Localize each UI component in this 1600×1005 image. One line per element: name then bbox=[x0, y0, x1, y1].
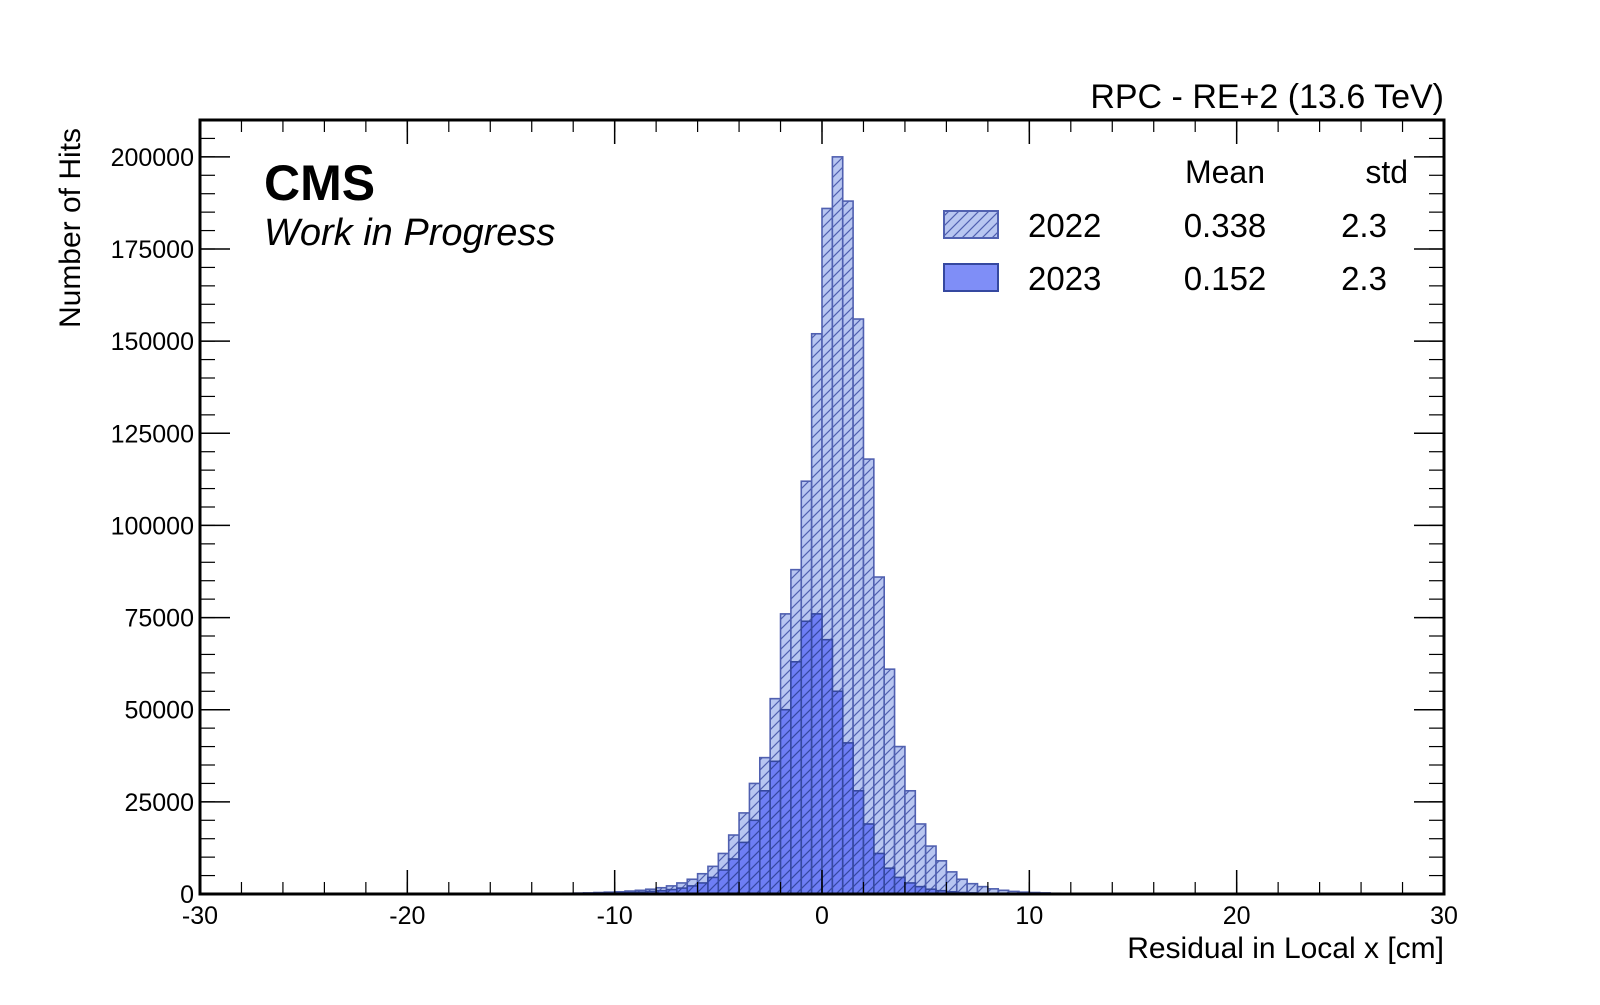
legend: Mean std 2022 0.338 2.3 2023 0.152 2.3 bbox=[944, 154, 1408, 297]
bar-hatch-2022-30 bbox=[874, 577, 884, 894]
bar-hatch-2023-29 bbox=[863, 824, 873, 894]
series-2023 bbox=[563, 614, 1102, 894]
y-tick-label: 25000 bbox=[124, 789, 194, 817]
bar-hatch-2022-32 bbox=[895, 747, 905, 894]
bar-hatch-2023-22 bbox=[791, 662, 801, 894]
bar-hatch-2023-16 bbox=[729, 859, 739, 894]
y-tick-label: 0 bbox=[180, 881, 194, 909]
y-tick-label: 75000 bbox=[124, 605, 194, 633]
bar-hatch-2023-32 bbox=[895, 877, 905, 894]
cms-label: CMS bbox=[264, 155, 375, 211]
y-tick-labels: 0 25000 50000 75000 100000 125000 150000 175000… bbox=[111, 144, 194, 909]
legend-swatch-2022-hatch bbox=[944, 211, 998, 238]
x-tick-label: 10 bbox=[1015, 902, 1043, 930]
x-tick-label: 30 bbox=[1430, 902, 1458, 930]
legend-label-2022: 2022 bbox=[1028, 207, 1101, 244]
bar-hatch-2022-35 bbox=[926, 846, 936, 894]
bar-hatch-2023-14 bbox=[708, 877, 718, 894]
legend-header-mean: Mean bbox=[1185, 154, 1265, 190]
bar-hatch-2022-37 bbox=[946, 872, 956, 894]
x-tick-label: -20 bbox=[389, 902, 425, 930]
bar-hatch-2023-20 bbox=[770, 761, 780, 894]
x-tick-label: 20 bbox=[1223, 902, 1251, 930]
x-axis-title: Residual in Local x [cm] bbox=[1127, 932, 1444, 965]
bar-hatch-2022-34 bbox=[915, 824, 925, 894]
bar-hatch-2023-24 bbox=[812, 614, 822, 894]
bar-hatch-2023-27 bbox=[843, 743, 853, 894]
x-tick-label: 0 bbox=[815, 902, 829, 930]
histogram-series bbox=[563, 157, 1102, 894]
y-tick-label: 50000 bbox=[124, 697, 194, 725]
bar-hatch-2023-17 bbox=[739, 842, 749, 894]
legend-mean-2022: 0.338 bbox=[1184, 207, 1267, 244]
bar-hatch-2023-33 bbox=[905, 883, 915, 894]
bar-hatch-2022-36 bbox=[936, 861, 946, 894]
legend-swatch-2023 bbox=[944, 264, 998, 291]
bar-hatch-2022-31 bbox=[884, 669, 894, 894]
status-label: Work in Progress bbox=[264, 212, 555, 254]
y-tick-label: 100000 bbox=[111, 512, 194, 540]
legend-header-std: std bbox=[1365, 154, 1408, 190]
y-axis-title: Number of Hits bbox=[54, 128, 87, 328]
bar-hatch-2023-13 bbox=[698, 883, 708, 894]
y-tick-label: 150000 bbox=[111, 328, 194, 356]
bar-hatch-2023-30 bbox=[874, 853, 884, 894]
legend-std-2023: 2.3 bbox=[1341, 260, 1387, 297]
y-tick-label: 125000 bbox=[111, 420, 194, 448]
legend-label-2023: 2023 bbox=[1028, 260, 1101, 297]
legend-mean-2023: 0.152 bbox=[1184, 260, 1267, 297]
bar-hatch-2023-23 bbox=[801, 621, 811, 894]
bar-hatch-2023-21 bbox=[781, 710, 791, 894]
bar-hatch-2023-26 bbox=[832, 691, 842, 894]
bar-hatch-2023-19 bbox=[760, 791, 770, 894]
x-tick-label: -10 bbox=[597, 902, 633, 930]
y-tick-label: 175000 bbox=[111, 236, 194, 264]
bar-hatch-2023-18 bbox=[749, 820, 759, 894]
y-tick-label: 200000 bbox=[111, 144, 194, 172]
bar-hatch-2023-25 bbox=[822, 640, 832, 894]
legend-std-2022: 2.3 bbox=[1341, 207, 1387, 244]
plot-title-right: RPC - RE+2 (13.6 TeV) bbox=[1090, 78, 1444, 116]
bar-hatch-2022-33 bbox=[905, 791, 915, 894]
bar-hatch-2023-28 bbox=[853, 791, 863, 894]
bar-hatch-2023-31 bbox=[884, 868, 894, 894]
bar-hatch-2023-15 bbox=[718, 870, 728, 894]
